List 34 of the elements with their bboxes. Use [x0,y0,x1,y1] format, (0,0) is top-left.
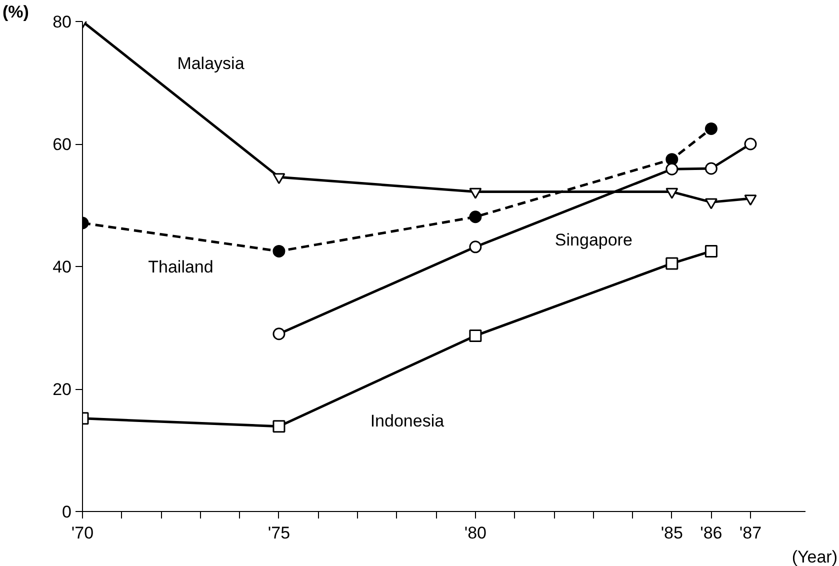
x-tick-label: '75 [268,524,290,542]
y-axis-title: (%) [2,2,29,22]
point [704,244,718,258]
y-tick-label: 40 [52,258,72,276]
point [469,188,482,199]
series-label: Singapore [554,230,632,250]
y-tick-label: 60 [52,135,72,154]
point [272,420,286,433]
x-tick-label: '85 [660,524,683,542]
x-tick-label: '70 [71,524,94,542]
x-tick-label: '86 [700,524,722,542]
point [469,210,482,224]
y-tick-label: 20 [52,380,72,399]
series-label: Thailand [148,258,214,277]
point [469,329,482,342]
point [272,244,286,258]
y-tick-label: 80 [52,12,72,32]
point [272,173,286,184]
series-label: Malaysia [177,54,245,73]
point [666,162,678,176]
point [704,162,718,175]
point [666,188,678,199]
point [666,257,678,270]
y-tick-label: 0 [62,502,72,522]
point [704,122,718,135]
point [704,198,718,210]
series-label: Indonesia [370,412,445,431]
x-axis-title: (Year) [792,548,838,566]
x-tick-label: '87 [739,524,762,542]
point [469,240,482,254]
x-tick-label: '80 [464,524,487,542]
point [272,328,286,340]
point [744,138,757,150]
point [744,194,757,206]
